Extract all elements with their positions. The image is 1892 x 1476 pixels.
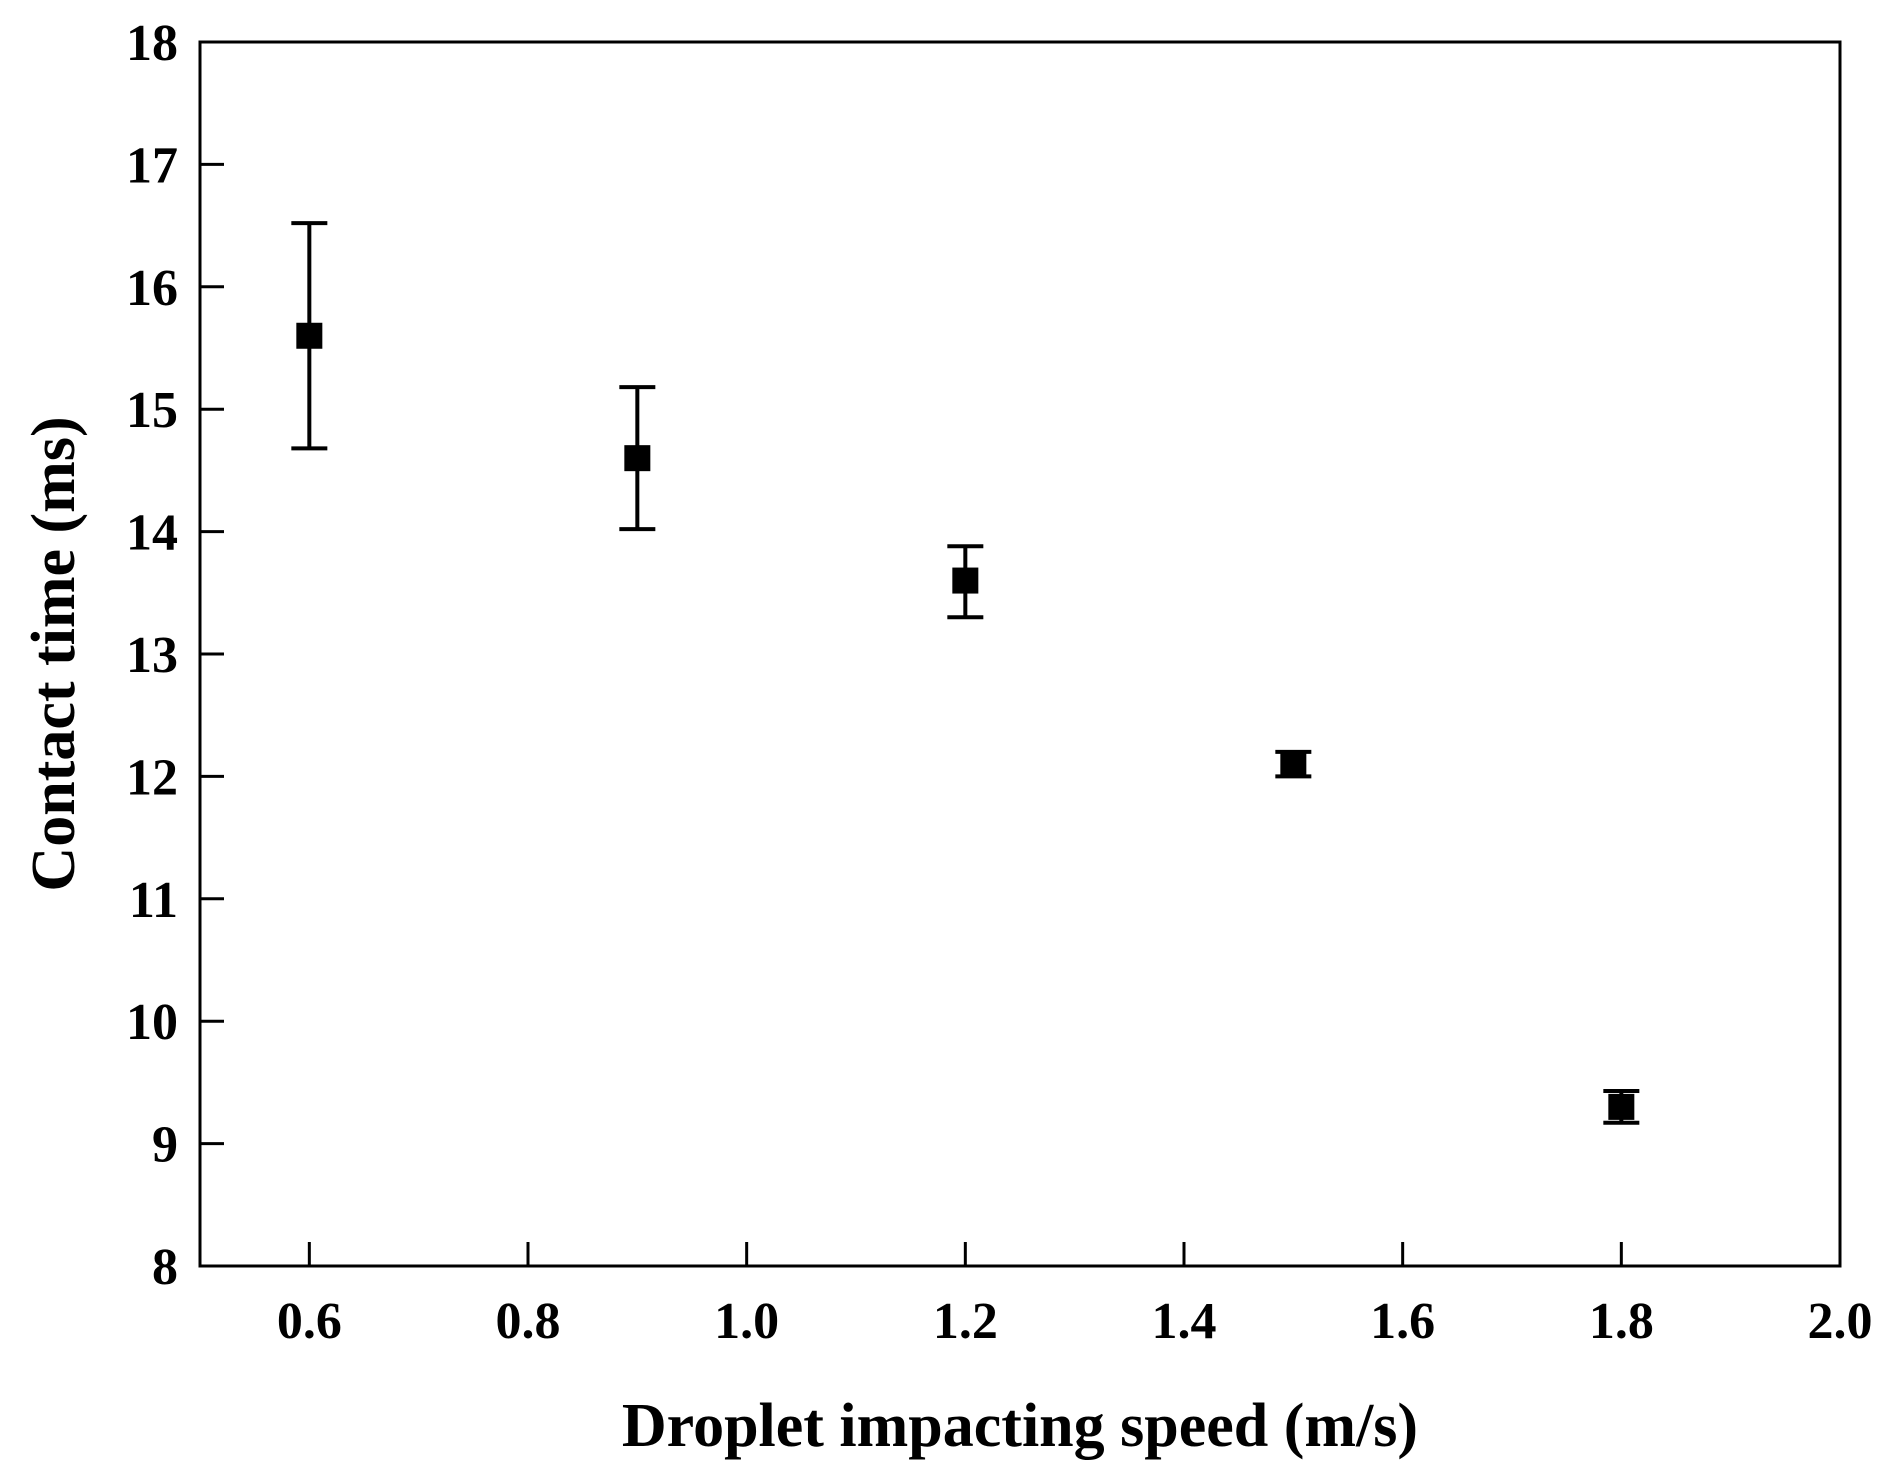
y-tick-label: 9 [152,1117,178,1174]
x-tick-label: 1.6 [1370,1293,1435,1350]
y-axis-title: Contact time (ms) [20,416,88,891]
x-tick-label: 1.8 [1589,1293,1654,1350]
y-tick-label: 14 [126,505,178,562]
y-tick-label: 18 [126,15,178,72]
y-tick-label: 11 [129,872,178,929]
x-tick-label: 0.6 [277,1293,342,1350]
data-point-marker [1608,1093,1635,1120]
data-point-marker [1280,751,1307,778]
x-tick-label: 1.4 [1152,1293,1217,1350]
y-tick-label: 12 [126,749,178,806]
data-point-marker [952,567,979,594]
x-tick-label: 0.8 [496,1293,561,1350]
data-point-marker [624,445,651,472]
data-markers [296,322,1635,1120]
y-tick-label: 17 [126,137,178,194]
y-tick-label: 16 [126,260,178,317]
plot-area-frame [198,40,1842,1268]
x-tick-label: 2.0 [1808,1293,1873,1350]
x-axis-title: Droplet impacting speed (m/s) [622,1392,1418,1460]
y-tick-label: 10 [126,994,178,1051]
ticks [200,40,1842,1268]
y-tick-label: 8 [152,1239,178,1296]
y-tick-label: 13 [126,627,178,684]
y-tick-label: 15 [126,382,178,439]
x-tick-label: 1.0 [714,1293,779,1350]
tick-labels: 0.6 0.8 1.0 1.2 1.4 1.6 1.8 2.0 8 9 10 11 12 13 14 15 16… [126,15,1873,1350]
x-tick-label: 1.2 [933,1293,998,1350]
data-point-marker [296,322,323,349]
